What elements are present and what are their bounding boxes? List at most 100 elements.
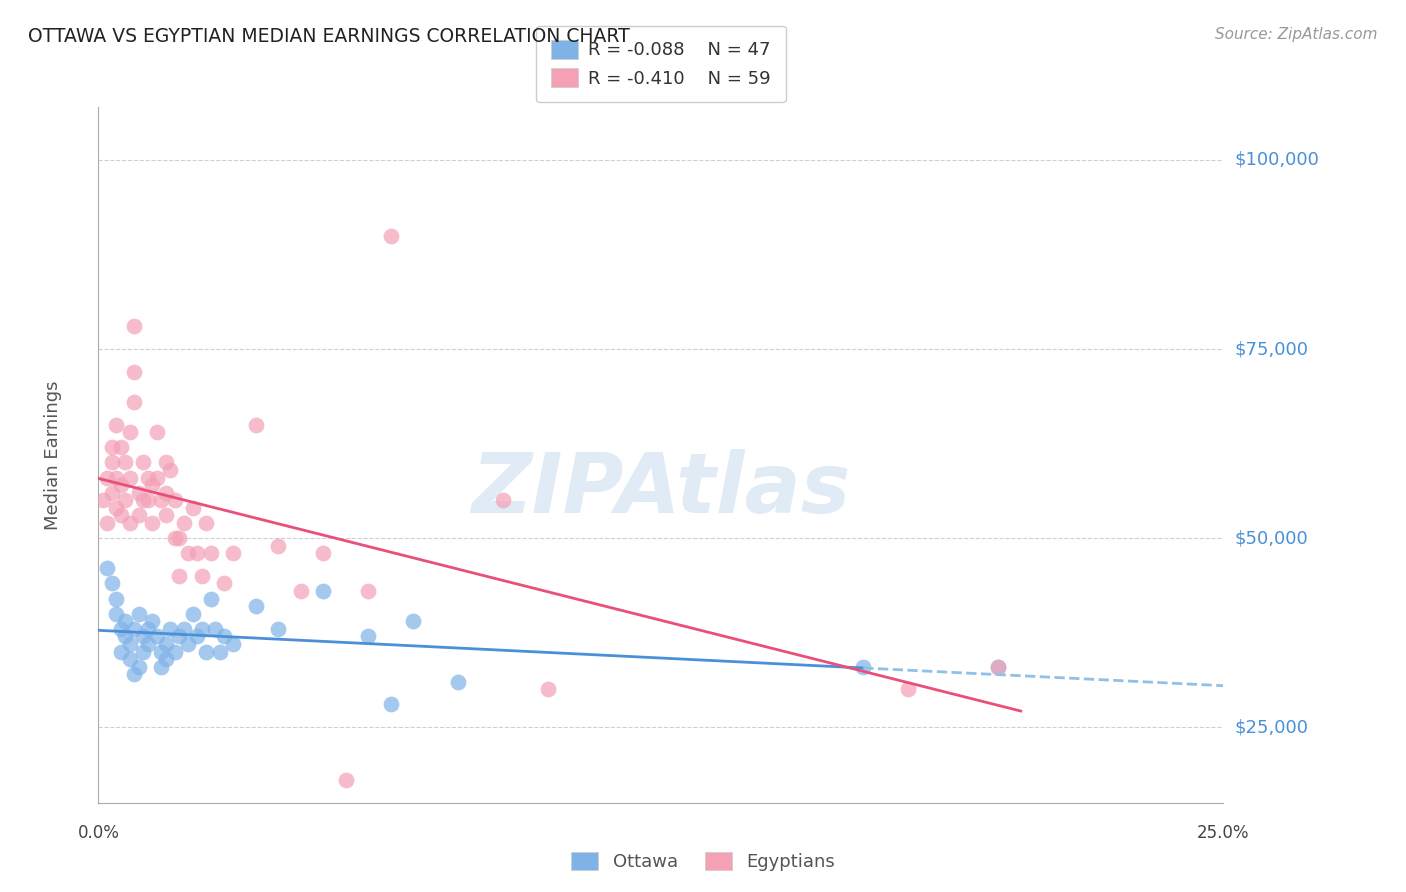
Text: 0.0%: 0.0% xyxy=(77,823,120,842)
Point xyxy=(267,539,290,553)
Point xyxy=(132,629,155,643)
Text: $25,000: $25,000 xyxy=(1234,718,1309,736)
Point xyxy=(357,629,380,643)
Point xyxy=(114,629,136,643)
Point xyxy=(155,508,177,523)
Point xyxy=(267,622,290,636)
Point xyxy=(195,644,218,658)
Point xyxy=(141,478,163,492)
Point xyxy=(110,508,132,523)
Point xyxy=(146,629,169,643)
Point xyxy=(110,644,132,658)
Point xyxy=(200,546,222,560)
Point xyxy=(312,584,335,599)
Point xyxy=(897,682,920,697)
Point xyxy=(155,637,177,651)
Point xyxy=(118,425,141,440)
Point xyxy=(105,591,128,606)
Legend: R = -0.088    N = 47, R = -0.410    N = 59: R = -0.088 N = 47, R = -0.410 N = 59 xyxy=(536,26,786,103)
Text: $75,000: $75,000 xyxy=(1234,340,1309,358)
Point xyxy=(181,500,204,515)
Point xyxy=(146,470,169,484)
Point xyxy=(114,615,136,629)
Point xyxy=(191,569,214,583)
Point xyxy=(110,441,132,455)
Point xyxy=(96,516,118,530)
Point xyxy=(124,667,146,681)
Point xyxy=(124,365,146,379)
Legend: Ottawa, Egyptians: Ottawa, Egyptians xyxy=(564,845,842,879)
Point xyxy=(141,615,163,629)
Point xyxy=(114,493,136,508)
Point xyxy=(110,478,132,492)
Point xyxy=(105,607,128,621)
Point xyxy=(173,622,195,636)
Point xyxy=(118,637,141,651)
Point xyxy=(492,493,515,508)
Text: 25.0%: 25.0% xyxy=(1197,823,1250,842)
Point xyxy=(101,441,124,455)
Point xyxy=(402,615,425,629)
Point xyxy=(118,470,141,484)
Point xyxy=(136,637,159,651)
Point xyxy=(96,470,118,484)
Point xyxy=(124,319,146,334)
Point xyxy=(105,470,128,484)
Point xyxy=(214,629,236,643)
Point xyxy=(150,493,173,508)
Point xyxy=(177,546,200,560)
Point xyxy=(155,652,177,666)
Point xyxy=(290,584,312,599)
Point xyxy=(128,659,150,673)
Point xyxy=(101,485,124,500)
Point xyxy=(186,629,208,643)
Point xyxy=(136,622,159,636)
Point xyxy=(987,659,1010,673)
Point xyxy=(987,659,1010,673)
Point xyxy=(222,546,245,560)
Point xyxy=(128,508,150,523)
Point xyxy=(105,417,128,432)
Point xyxy=(169,629,191,643)
Point xyxy=(191,622,214,636)
Point xyxy=(150,659,173,673)
Point xyxy=(163,493,186,508)
Point xyxy=(105,500,128,515)
Point xyxy=(132,493,155,508)
Point xyxy=(195,516,218,530)
Text: $50,000: $50,000 xyxy=(1234,529,1308,547)
Point xyxy=(128,607,150,621)
Point xyxy=(245,599,267,614)
Point xyxy=(110,622,132,636)
Point xyxy=(132,644,155,658)
Point xyxy=(124,395,146,409)
Text: Median Earnings: Median Earnings xyxy=(45,380,62,530)
Point xyxy=(169,569,191,583)
Point xyxy=(537,682,560,697)
Point xyxy=(852,659,875,673)
Point xyxy=(380,228,402,243)
Point xyxy=(128,485,150,500)
Point xyxy=(177,637,200,651)
Point xyxy=(155,455,177,469)
Point xyxy=(136,470,159,484)
Point xyxy=(357,584,380,599)
Point xyxy=(91,493,114,508)
Point xyxy=(200,591,222,606)
Point xyxy=(118,652,141,666)
Text: OTTAWA VS EGYPTIAN MEDIAN EARNINGS CORRELATION CHART: OTTAWA VS EGYPTIAN MEDIAN EARNINGS CORRE… xyxy=(28,27,630,45)
Point xyxy=(204,622,226,636)
Point xyxy=(312,546,335,560)
Point xyxy=(222,637,245,651)
Text: ZIPAtlas: ZIPAtlas xyxy=(471,450,851,530)
Point xyxy=(380,698,402,712)
Text: Source: ZipAtlas.com: Source: ZipAtlas.com xyxy=(1215,27,1378,42)
Point xyxy=(146,425,169,440)
Point xyxy=(141,516,163,530)
Text: $100,000: $100,000 xyxy=(1234,151,1319,169)
Point xyxy=(136,493,159,508)
Point xyxy=(335,773,357,788)
Point xyxy=(118,516,141,530)
Point xyxy=(101,455,124,469)
Point xyxy=(447,674,470,689)
